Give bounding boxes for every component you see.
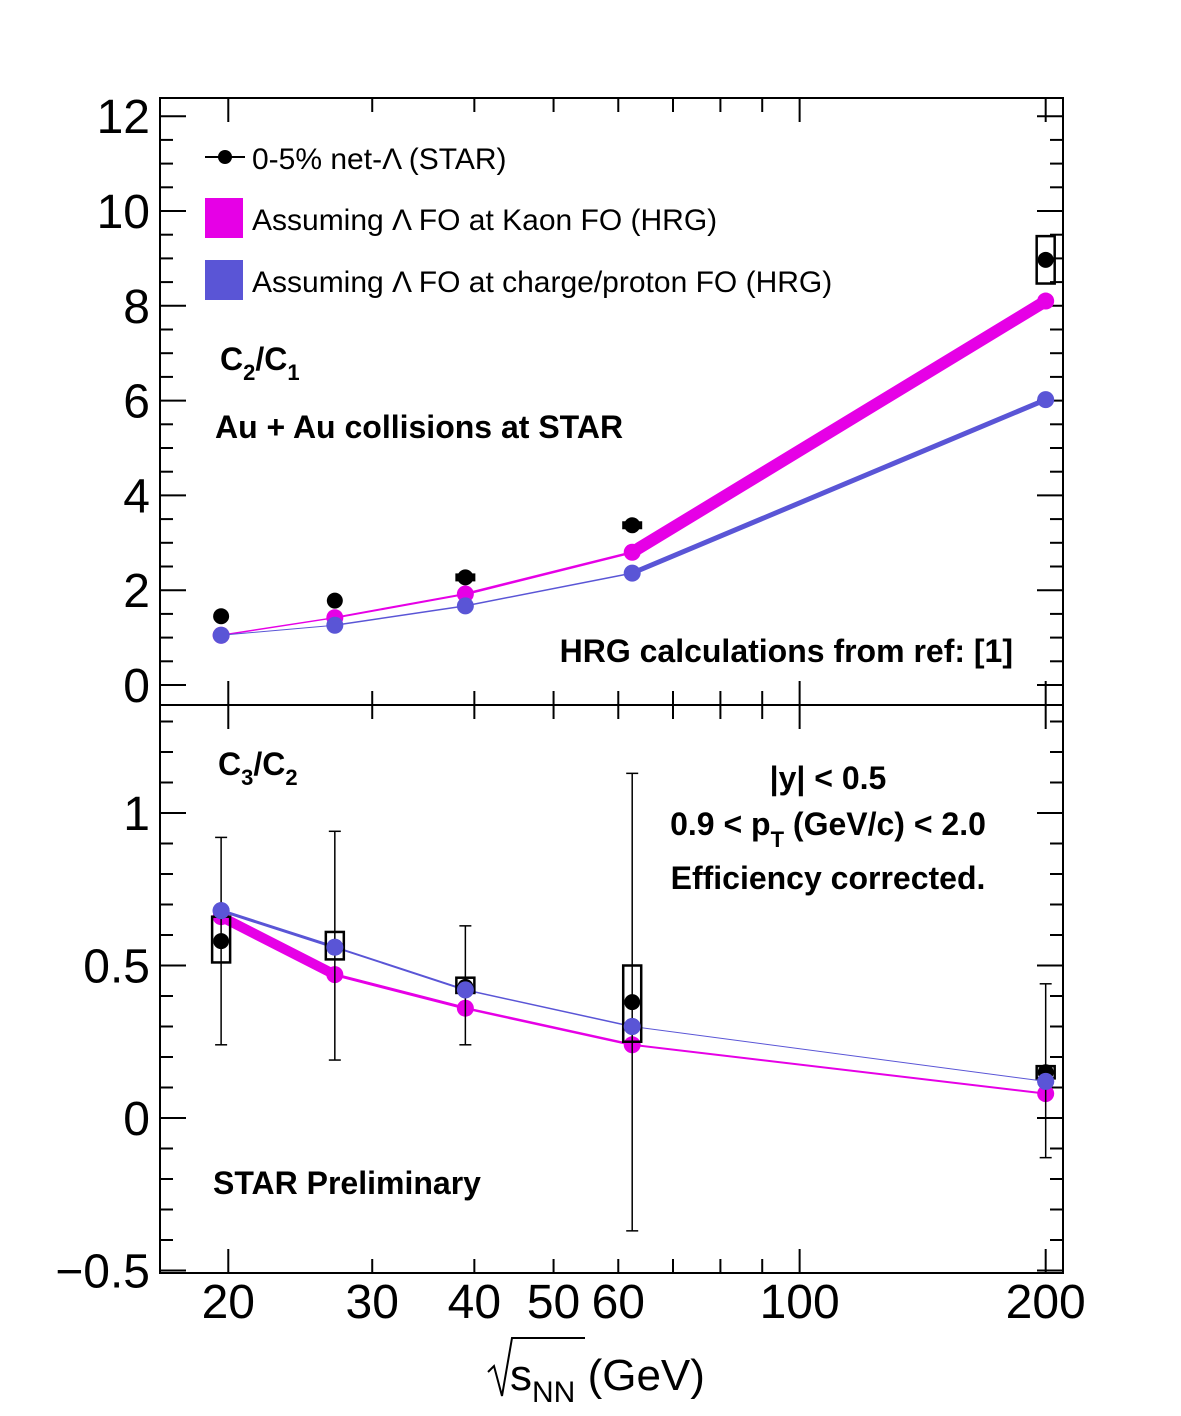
y-tick-label-top: 6: [123, 376, 150, 429]
legend-marker-dot: [218, 150, 232, 164]
annotation-hrg-ref: HRG calculations from ref: [1]: [560, 633, 1013, 669]
annotation-rapidity: |y| < 0.5: [770, 760, 887, 796]
model-band-segment: [464, 551, 634, 596]
model-point-overlay: [623, 1018, 641, 1035]
model-band-segment: [464, 1006, 634, 1047]
model-band-segment: [626, 295, 1052, 559]
y-tick-label-bottom: 0.5: [83, 941, 150, 994]
model-band-segment: [333, 946, 467, 991]
bottom-ylabel: C3/C2: [218, 746, 298, 790]
model-band-segment: [629, 397, 1049, 576]
x-tick-label: 100: [760, 1276, 840, 1329]
model-point: [456, 597, 474, 615]
axis-ticks: [160, 98, 1063, 1273]
legend-swatch-kaon: [205, 198, 243, 238]
legend-swatch-proton: [205, 260, 243, 300]
model-band-segment: [333, 592, 467, 619]
legend-label-star: 0-5% net-Λ (STAR): [252, 143, 507, 176]
data-point: [1037, 251, 1054, 268]
model-point-overlay: [326, 938, 344, 956]
y-tick-label-top: 2: [123, 565, 150, 618]
y-tick-labels: 0 2 4 6 8 10 12 −0.5 0 0.5 1: [55, 91, 150, 1298]
model-point: [623, 564, 641, 582]
top-ylabel: C2/C1: [220, 341, 300, 385]
model-point: [1037, 292, 1055, 310]
model-point-overlay: [1037, 1072, 1055, 1090]
model-point-overlay: [212, 902, 230, 920]
model-band-segment: [464, 572, 633, 607]
model-band-segment: [464, 989, 633, 1028]
y-tick-label-bottom: −0.5: [55, 1246, 150, 1299]
y-tick-label-top: 12: [97, 91, 150, 144]
x-tick-label: 30: [346, 1276, 399, 1329]
annotation-collisions: Au + Au collisions at STAR: [215, 409, 623, 445]
x-tick-label: 60: [592, 1276, 645, 1329]
x-tick-label: 20: [202, 1276, 255, 1329]
model-band-segment: [216, 911, 340, 980]
x-axis-label: sNN (GeV): [487, 1337, 705, 1409]
legend: 0-5% net-Λ (STAR) Assuming Λ FO at Kaon …: [205, 143, 832, 300]
legend-label-proton: Assuming Λ FO at charge/proton FO (HRG): [252, 266, 832, 299]
data-point: [624, 517, 641, 534]
model-point: [1037, 391, 1055, 409]
data-point: [624, 994, 641, 1011]
model-point: [456, 585, 474, 603]
x-tick-labels: 20 30 40 50 60 100 200: [202, 1276, 1086, 1329]
y-tick-label-bottom: 0: [123, 1093, 150, 1146]
top-panel-frame: [159, 97, 1064, 706]
model-point-overlay: [456, 981, 474, 999]
top-data-points: [213, 234, 1056, 625]
x-tick-label: 50: [527, 1276, 580, 1329]
y-tick-label-top: 0: [123, 660, 150, 713]
x-tick-label: 200: [1006, 1276, 1086, 1329]
x-axis-label-text: sNN (GeV): [510, 1351, 705, 1409]
data-point: [213, 608, 230, 625]
data-point: [213, 933, 230, 950]
y-tick-label-top: 10: [97, 186, 150, 239]
model-point: [212, 626, 230, 644]
model-band-segment: [220, 624, 336, 636]
y-tick-label-top: 8: [123, 281, 150, 334]
sys-box: [621, 964, 643, 1043]
x-tick-label: 40: [448, 1276, 501, 1329]
annotation-preliminary: STAR Preliminary: [213, 1165, 481, 1201]
model-band-segment: [220, 616, 336, 636]
model-point: [623, 543, 641, 561]
data-point: [457, 569, 474, 586]
sys-box: [1035, 234, 1056, 285]
y-tick-label-top: 4: [123, 470, 150, 523]
annotation-efficiency: Efficiency corrected.: [671, 860, 986, 896]
model-band-segment: [631, 1026, 1047, 1082]
model-band-segment: [631, 1043, 1047, 1095]
sys-box: [324, 930, 346, 961]
model-band-segment: [219, 909, 337, 949]
model-point: [326, 616, 344, 634]
sqrt-sign: [487, 1337, 585, 1397]
data-point: [326, 592, 343, 609]
bottom-data-points: [210, 772, 1056, 1232]
model-band-segment: [333, 973, 467, 1010]
model-band-segment: [334, 605, 467, 627]
legend-label-kaon: Assuming Λ FO at Kaon FO (HRG): [252, 204, 717, 237]
y-tick-label-bottom: 1: [123, 788, 150, 841]
annotation-pt: 0.9 < pT (GeV/c) < 2.0: [670, 806, 986, 852]
bottom-panel-frame: [159, 704, 1064, 1274]
top-model-bands: [212, 292, 1055, 644]
